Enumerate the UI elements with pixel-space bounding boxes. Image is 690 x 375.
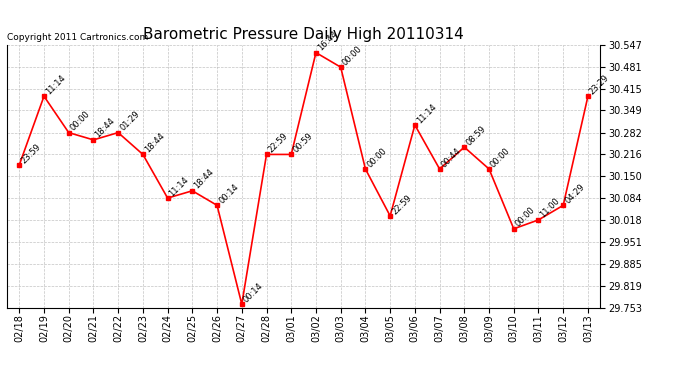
Text: 00:59: 00:59 — [291, 131, 315, 154]
Text: 08:59: 08:59 — [464, 124, 488, 147]
Text: 00:14: 00:14 — [217, 182, 240, 206]
Text: 00:44: 00:44 — [440, 146, 463, 169]
Text: 11:00: 11:00 — [538, 197, 562, 220]
Title: Barometric Pressure Daily High 20110314: Barometric Pressure Daily High 20110314 — [144, 27, 464, 42]
Text: 23:59: 23:59 — [19, 142, 43, 165]
Text: 18:44: 18:44 — [93, 117, 117, 140]
Text: 22:59: 22:59 — [266, 131, 290, 154]
Text: Copyright 2011 Cartronics.com: Copyright 2011 Cartronics.com — [7, 33, 148, 42]
Text: 01:29: 01:29 — [118, 110, 141, 133]
Text: 00:00: 00:00 — [366, 146, 388, 169]
Text: 00:00: 00:00 — [69, 110, 92, 133]
Text: 00:00: 00:00 — [489, 146, 512, 169]
Text: 18:44: 18:44 — [193, 168, 215, 191]
Text: 11:14: 11:14 — [168, 175, 190, 198]
Text: 04:29: 04:29 — [563, 182, 586, 206]
Text: 11:14: 11:14 — [415, 102, 438, 125]
Text: 00:14: 00:14 — [241, 281, 265, 304]
Text: 11:14: 11:14 — [44, 73, 67, 96]
Text: 23:29: 23:29 — [588, 73, 611, 96]
Text: 00:00: 00:00 — [341, 44, 364, 67]
Text: 22:59: 22:59 — [390, 193, 413, 216]
Text: 18:44: 18:44 — [143, 131, 166, 154]
Text: 16:44: 16:44 — [316, 29, 339, 52]
Text: 00:00: 00:00 — [514, 206, 537, 229]
